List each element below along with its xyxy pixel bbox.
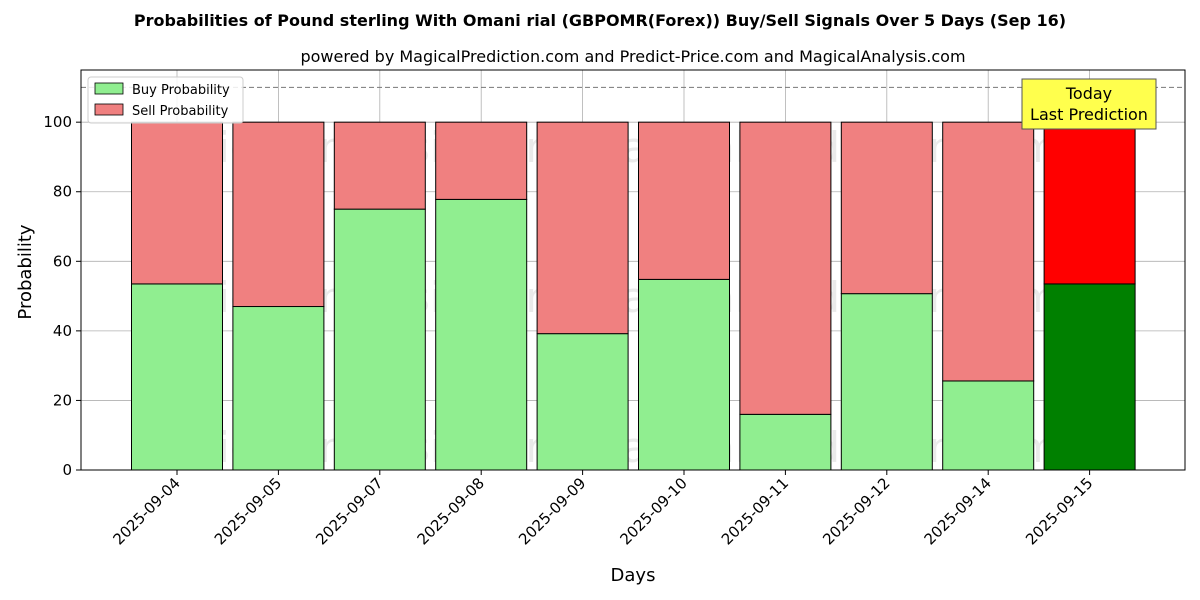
x-tick-label: 2025-09-07 bbox=[312, 474, 386, 548]
bar-buy bbox=[232, 306, 325, 471]
legend-label-buy: Buy Probability bbox=[132, 83, 230, 98]
x-tick-label: 2025-09-04 bbox=[109, 474, 183, 548]
bar-sell bbox=[1043, 121, 1136, 285]
x-tick-label: 2025-09-10 bbox=[616, 474, 690, 548]
y-tick-label: 20 bbox=[53, 391, 72, 409]
x-tick-label: 2025-09-14 bbox=[921, 474, 995, 548]
bar-buy bbox=[1043, 283, 1136, 471]
bar-sell bbox=[942, 121, 1035, 382]
bar-sell bbox=[536, 121, 629, 335]
legend-box bbox=[87, 76, 244, 124]
y-tick-label: 80 bbox=[53, 183, 72, 201]
annotation-line1: Today bbox=[1065, 84, 1112, 103]
plot-frame bbox=[80, 69, 1186, 471]
y-tick-label: 100 bbox=[43, 113, 72, 131]
bar-sell bbox=[435, 121, 528, 200]
legend-swatch-sell bbox=[94, 103, 124, 116]
x-tick-label: 2025-09-15 bbox=[1022, 474, 1096, 548]
bar-buy bbox=[739, 413, 832, 471]
bar-sell bbox=[739, 121, 832, 415]
bar-sell bbox=[840, 121, 933, 295]
y-axis: 0 20 40 60 80 100 bbox=[43, 113, 81, 479]
bar-buy bbox=[536, 333, 629, 471]
bar-buy bbox=[435, 198, 528, 471]
bar-sell bbox=[333, 121, 426, 210]
legend-swatch-buy bbox=[94, 82, 124, 95]
x-axis: 2025-09-04 2025-09-05 2025-09-07 2025-09-08… bbox=[109, 470, 1096, 548]
x-tick-label: 2025-09-09 bbox=[515, 474, 589, 548]
y-tick-label: 40 bbox=[53, 322, 72, 340]
x-tick-label: 2025-09-08 bbox=[414, 474, 488, 548]
y-tick-label: 0 bbox=[62, 461, 72, 479]
x-tick-label: 2025-09-12 bbox=[819, 474, 893, 548]
bars-layer bbox=[131, 121, 1136, 471]
bar-sell bbox=[232, 121, 325, 308]
x-axis-label: Days bbox=[611, 565, 656, 586]
bar-buy bbox=[942, 380, 1035, 471]
x-tick-label: 2025-09-05 bbox=[211, 474, 285, 548]
annotation-line2: Last Prediction bbox=[1030, 105, 1148, 124]
bar-sell bbox=[638, 121, 730, 280]
annotation-box bbox=[1021, 78, 1157, 130]
bar-buy bbox=[840, 293, 933, 471]
legend-label-sell: Sell Probability bbox=[132, 104, 229, 119]
chart-subtitle: powered by MagicalPrediction.com and Pre… bbox=[300, 47, 965, 66]
today-annotation: Today Last Prediction bbox=[1021, 78, 1157, 130]
y-axis-label: Probability bbox=[15, 224, 36, 319]
x-tick-label: 2025-09-11 bbox=[718, 474, 792, 548]
bar-sell bbox=[131, 121, 223, 285]
chart-title: Probabilities of Pound sterling With Oma… bbox=[134, 11, 1066, 30]
bar-buy bbox=[131, 283, 223, 471]
y-tick-label: 60 bbox=[53, 252, 72, 270]
legend: Buy Probability Sell Probability bbox=[87, 76, 244, 124]
bar-buy bbox=[333, 208, 426, 471]
bar-buy bbox=[638, 278, 730, 471]
